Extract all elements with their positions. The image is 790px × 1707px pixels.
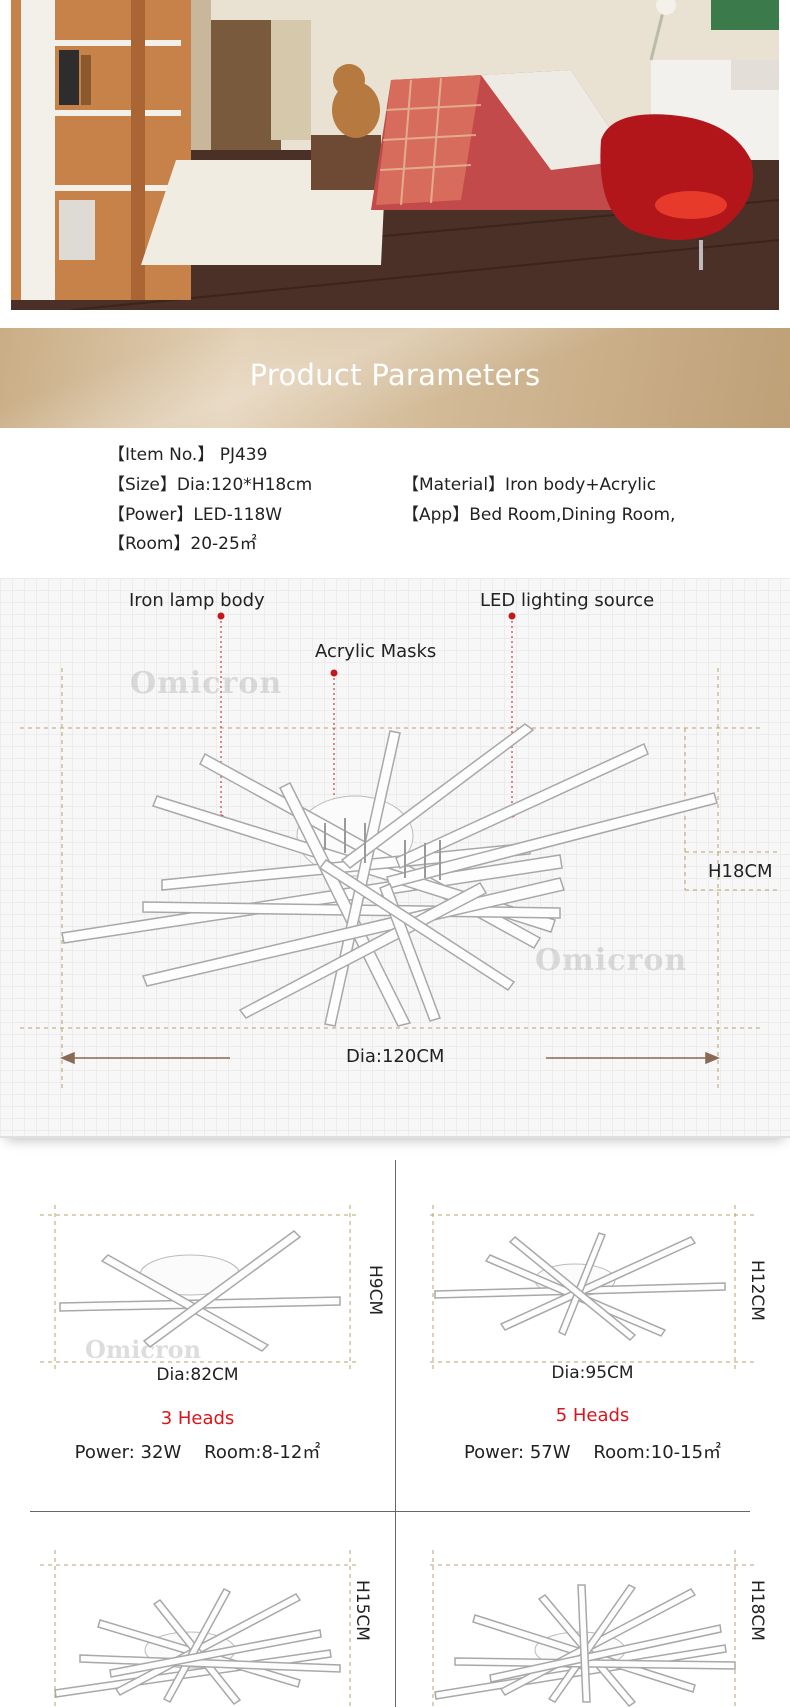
- variant-3-heads: Omicron H9CM Dia:82CM 3 Heads Power: 32W…: [0, 1195, 395, 1485]
- lamp-dimension-diagram: Iron lamp body LED lighting source Acryl…: [0, 578, 790, 1138]
- variant-power-room: Power: 32W Room:8-12㎡: [0, 1438, 395, 1464]
- label-height: H18CM: [708, 861, 773, 882]
- variant-5-heads: H12CM Dia:95CM 5 Heads Power: 57W Room:1…: [395, 1195, 790, 1485]
- banner-title: Product Parameters: [249, 358, 541, 392]
- variant-room: Room:8-12㎡: [204, 1442, 321, 1463]
- variant-h18: H18CM: [395, 1530, 790, 1707]
- variant-power: Power: 32W: [74, 1442, 182, 1463]
- svg-text:Omicron: Omicron: [85, 1335, 201, 1364]
- variant-heads: 3 Heads: [160, 1408, 235, 1429]
- grid-divider-vertical: [395, 1160, 396, 1707]
- spec-size: 【Size】Dia:120*H18cm: [108, 475, 313, 495]
- variant-height-label: H15CM: [352, 1580, 372, 1641]
- product-parameters-banner: Product Parameters: [0, 328, 790, 428]
- hero-bedroom-photo: [11, 0, 779, 310]
- spec-room: 【Room】20-25㎡: [108, 534, 257, 554]
- spec-power: 【Power】LED-118W: [108, 505, 283, 525]
- label-acrylic-masks: Acrylic Masks: [315, 641, 437, 662]
- variant-h15: H15CM: [0, 1530, 395, 1707]
- banner-highlight: [0, 328, 790, 428]
- variant-diameter: Dia:95CM: [551, 1363, 634, 1383]
- label-iron-lamp-body: Iron lamp body: [129, 590, 265, 611]
- variant-diameter: Dia:82CM: [156, 1365, 239, 1385]
- variant-height-label: H18CM: [747, 1580, 767, 1641]
- variant-power-room: Power: 57W Room:10-15㎡: [395, 1438, 790, 1464]
- spec-item-no: 【Item No.】 PJ439: [108, 445, 268, 465]
- spec-app: 【App】Bed Room,Dining Room,: [402, 505, 676, 525]
- variant-height-label: H12CM: [747, 1260, 767, 1321]
- label-diameter: Dia:120CM: [346, 1046, 445, 1067]
- label-led-lighting-source: LED lighting source: [480, 590, 655, 611]
- variant-height-label: H9CM: [365, 1265, 385, 1316]
- watermark-logo: Omicron: [535, 943, 688, 978]
- variant-power: Power: 57W: [463, 1442, 571, 1463]
- variant-heads: 5 Heads: [555, 1405, 630, 1426]
- grid-divider-horizontal: [30, 1511, 750, 1512]
- spec-material: 【Material】Iron body+Acrylic: [402, 475, 657, 495]
- variant-room: Room:10-15㎡: [593, 1442, 722, 1463]
- watermark-logo: Omicron: [130, 666, 283, 701]
